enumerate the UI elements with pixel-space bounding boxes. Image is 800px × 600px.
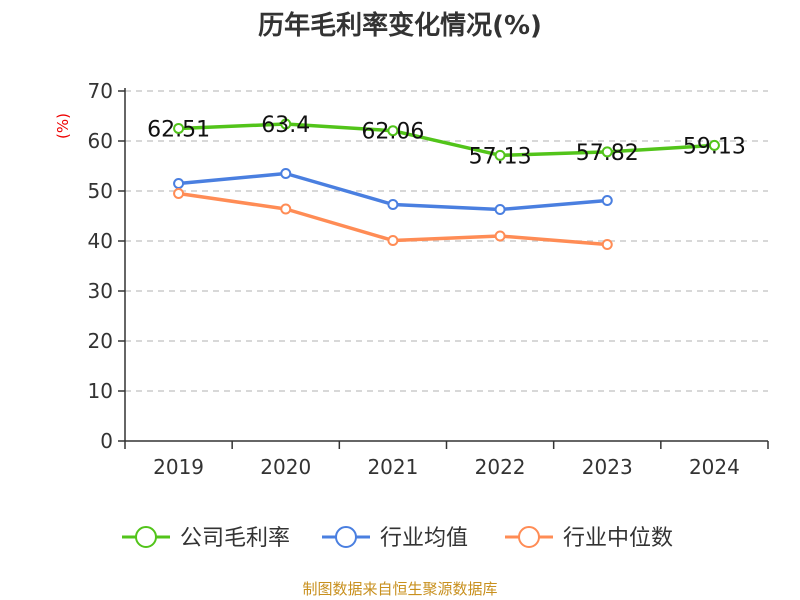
data-point [601,146,613,158]
data-point [387,125,399,137]
y-tick-label: 40 [88,229,113,253]
legend-item[interactable]: 行业均值 [322,526,468,551]
data-point [708,139,720,151]
data-point [387,235,399,246]
data-point [280,118,292,130]
y-tick-label: 0 [100,429,113,453]
data-label: 59.13 [683,134,746,159]
x-tick-label: 2019 [153,455,204,479]
data-point [601,195,613,206]
legend-marker [518,526,540,548]
y-tick-label: 30 [88,279,113,303]
data-point [494,230,506,242]
x-tick-label: 2022 [475,455,526,479]
data-label: 57.82 [576,141,639,166]
data-point [601,239,613,250]
y-tick-label: 10 [88,379,113,403]
legend-label: 行业中位数 [563,526,673,551]
y-tick-label: 20 [88,329,113,353]
x-tick-label: 2021 [367,455,418,479]
data-point [280,168,292,179]
y-axis-label: (%) [54,113,72,139]
data-point [173,188,185,199]
data-point [280,203,292,215]
x-tick-label: 2023 [582,455,633,479]
data-point [494,149,506,161]
data-label: 63.4 [261,113,310,138]
data-label: 62.51 [147,117,210,142]
data-point [173,178,185,189]
x-tick-label: 2020 [260,455,311,479]
data-point [173,122,185,134]
x-tick-label: 2024 [689,455,740,479]
legend-marker [135,526,157,548]
series-line [178,122,715,158]
legend-marker [335,526,357,548]
legend-item[interactable]: 行业中位数 [505,526,673,551]
y-tick-label: 60 [88,129,113,153]
data-point [387,199,399,210]
data-point [494,204,506,215]
data-label: 62.06 [361,120,424,145]
source-note: 制图数据来自恒生聚源数据库 [302,580,497,598]
y-tick-label: 50 [88,179,113,203]
chart-title: 历年毛利率变化情况(%) [258,10,542,41]
data-label: 57.13 [469,144,532,169]
y-tick-label: 70 [88,79,113,103]
legend-label: 公司毛利率 [180,526,290,551]
legend-label: 行业均值 [380,526,468,551]
legend-item[interactable]: 公司毛利率 [122,526,290,551]
